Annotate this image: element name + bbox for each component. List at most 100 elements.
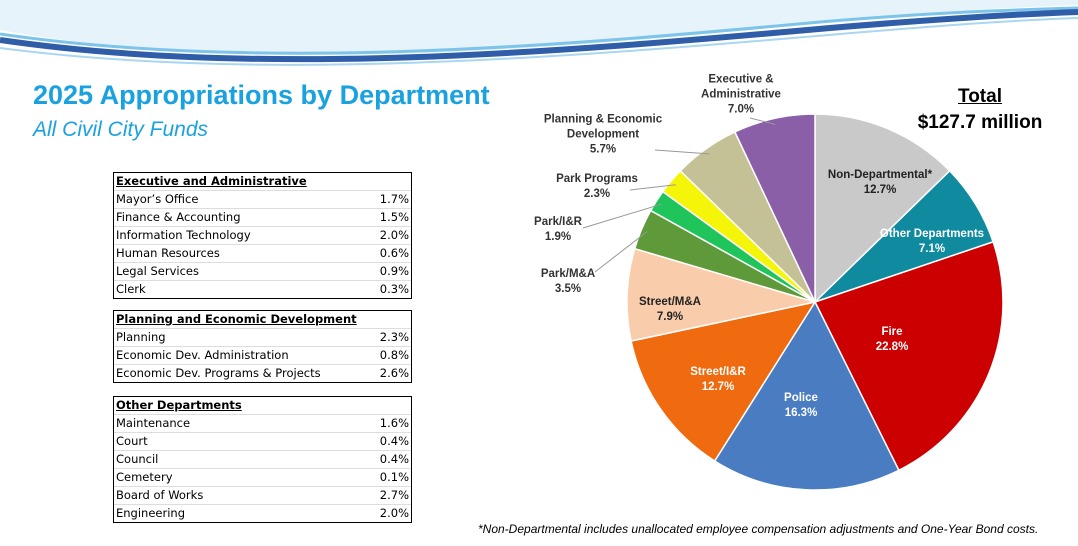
- slice-name: Fire: [881, 326, 903, 338]
- slice-label: Park/I&R 1.9%: [493, 215, 623, 245]
- slice-label: Executive & Administrative 7.0%: [676, 73, 806, 118]
- table-row: Clerk 0.3%: [114, 280, 411, 298]
- leader-line: [594, 231, 648, 273]
- cell-value: 2.3%: [379, 330, 409, 344]
- slice-value: 22.8%: [875, 341, 909, 353]
- cell-name: Clerk: [116, 282, 146, 296]
- slice-name: Police: [784, 392, 818, 404]
- table: Executive and Administrative Mayor’s Offi…: [113, 172, 412, 299]
- table-row: Mayor’s Office 1.7%: [114, 190, 411, 208]
- slice-value: 16.3%: [784, 407, 818, 419]
- cell-name: Mayor’s Office: [116, 192, 199, 206]
- leader-line: [629, 184, 676, 191]
- table-header: Executive and Administrative: [116, 174, 307, 188]
- slice-value: 3.5%: [554, 283, 582, 295]
- leader-line: [582, 203, 662, 229]
- slice-label: Other Departments 7.1%: [867, 227, 997, 257]
- slice-name: Non-Departmental*: [827, 169, 933, 181]
- cell-value: 2.7%: [379, 488, 409, 502]
- table-row: Planning 2.3%: [114, 328, 411, 346]
- title: 2025 Appropriations by Department: [33, 80, 490, 110]
- cell-name: Information Technology: [116, 228, 251, 242]
- pie-slice: [626, 247, 816, 342]
- slice-value: 12.7%: [701, 381, 735, 393]
- cell-value: 1.7%: [379, 192, 409, 206]
- slice-name: Planning & Economic Development: [543, 113, 663, 141]
- cell-name: Board of Works: [116, 488, 204, 502]
- slice-name: Park Programs: [556, 173, 638, 185]
- table-row: Legal Services 0.9%: [114, 262, 411, 280]
- cell-value: 2.6%: [379, 366, 409, 380]
- cell-value: 0.1%: [379, 470, 409, 484]
- slice-value: 12.7%: [863, 184, 897, 196]
- pie-slice: [733, 113, 816, 303]
- pie-slice: [813, 240, 1004, 472]
- cell-name: Legal Services: [116, 264, 199, 278]
- table-row: Court 0.4%: [114, 432, 411, 450]
- cell-name: Finance & Accounting: [116, 210, 241, 224]
- cell-value: 0.4%: [379, 452, 409, 466]
- table-row: Cemetery 0.1%: [114, 468, 411, 486]
- pie-slice: [814, 113, 951, 304]
- cell-value: 2.0%: [379, 228, 409, 242]
- cell-value: 0.8%: [379, 348, 409, 362]
- slice-label: Park/M&A 3.5%: [503, 267, 633, 297]
- table: Other Departments Maintenance 1.6% Court 0.4…: [113, 396, 412, 523]
- cell-value: 0.3%: [379, 282, 409, 296]
- cell-value: 1.5%: [379, 210, 409, 224]
- table-header: Planning and Economic Development: [116, 312, 357, 326]
- header-wave: [0, 0, 1078, 66]
- cell-name: Planning: [116, 330, 166, 344]
- slice-label: Police 16.3%: [736, 391, 866, 421]
- footnote: *Non-Departmental includes unallocated e…: [478, 522, 1039, 536]
- table-row: Maintenance 1.6%: [114, 414, 411, 432]
- table-header: Other Departments: [116, 398, 242, 412]
- table-row: Economic Dev. Administration 0.8%: [114, 346, 411, 364]
- total-label: Total: [958, 86, 1002, 107]
- cell-value: 0.9%: [379, 264, 409, 278]
- table-row: Council 0.4%: [114, 450, 411, 468]
- cell-name: Court: [116, 434, 148, 448]
- subtitle: All Civil City Funds: [33, 118, 209, 141]
- pie-slice: [630, 300, 817, 463]
- slice-name: Park/I&R: [534, 216, 582, 228]
- cell-value: 0.4%: [379, 434, 409, 448]
- leader-line: [654, 149, 710, 155]
- slice-name: Street/I&R: [690, 366, 746, 378]
- slice-label: Planning & Economic Development 5.7%: [538, 113, 668, 158]
- cell-name: Economic Dev. Programs & Projects: [116, 366, 321, 380]
- slice-label: Street/M&A 7.9%: [605, 295, 735, 325]
- slice-label: Non-Departmental* 12.7%: [815, 168, 945, 198]
- total-value: $127.7 million: [917, 112, 1043, 133]
- slice-name: Other Departments: [879, 228, 985, 240]
- table: Planning and Economic Development Plannin…: [113, 310, 412, 383]
- slice-name: Park/M&A: [540, 268, 596, 280]
- leader-line: [749, 117, 776, 125]
- slice-name: Street/M&A: [639, 296, 701, 308]
- table-row: Board of Works 2.7%: [114, 486, 411, 504]
- table-row: Human Resources 0.6%: [114, 244, 411, 262]
- slice-label: Fire 22.8%: [827, 325, 957, 355]
- slice-value: 7.9%: [656, 311, 684, 323]
- cell-name: Cemetery: [116, 470, 173, 484]
- cell-name: Engineering: [116, 506, 185, 520]
- table-row: Information Technology 2.0%: [114, 226, 411, 244]
- cell-name: Economic Dev. Administration: [116, 348, 289, 362]
- cell-name: Maintenance: [116, 416, 191, 430]
- slice-label: Street/I&R 12.7%: [653, 365, 783, 395]
- slice-value: 7.1%: [918, 243, 946, 255]
- slice-label: Park Programs 2.3%: [532, 172, 662, 202]
- cell-value: 0.6%: [379, 246, 409, 260]
- table-row: Engineering 2.0%: [114, 504, 411, 522]
- pie-slice: [713, 300, 900, 491]
- table-row: Economic Dev. Programs & Projects 2.6%: [114, 364, 411, 382]
- cell-name: Council: [116, 452, 159, 466]
- slice-value: 7.0%: [727, 103, 755, 116]
- cell-name: Human Resources: [116, 246, 220, 260]
- slice-name: Executive & Administrative: [701, 73, 781, 101]
- slice-value: 1.9%: [544, 231, 572, 243]
- cell-value: 1.6%: [379, 416, 409, 430]
- cell-value: 2.0%: [379, 506, 409, 520]
